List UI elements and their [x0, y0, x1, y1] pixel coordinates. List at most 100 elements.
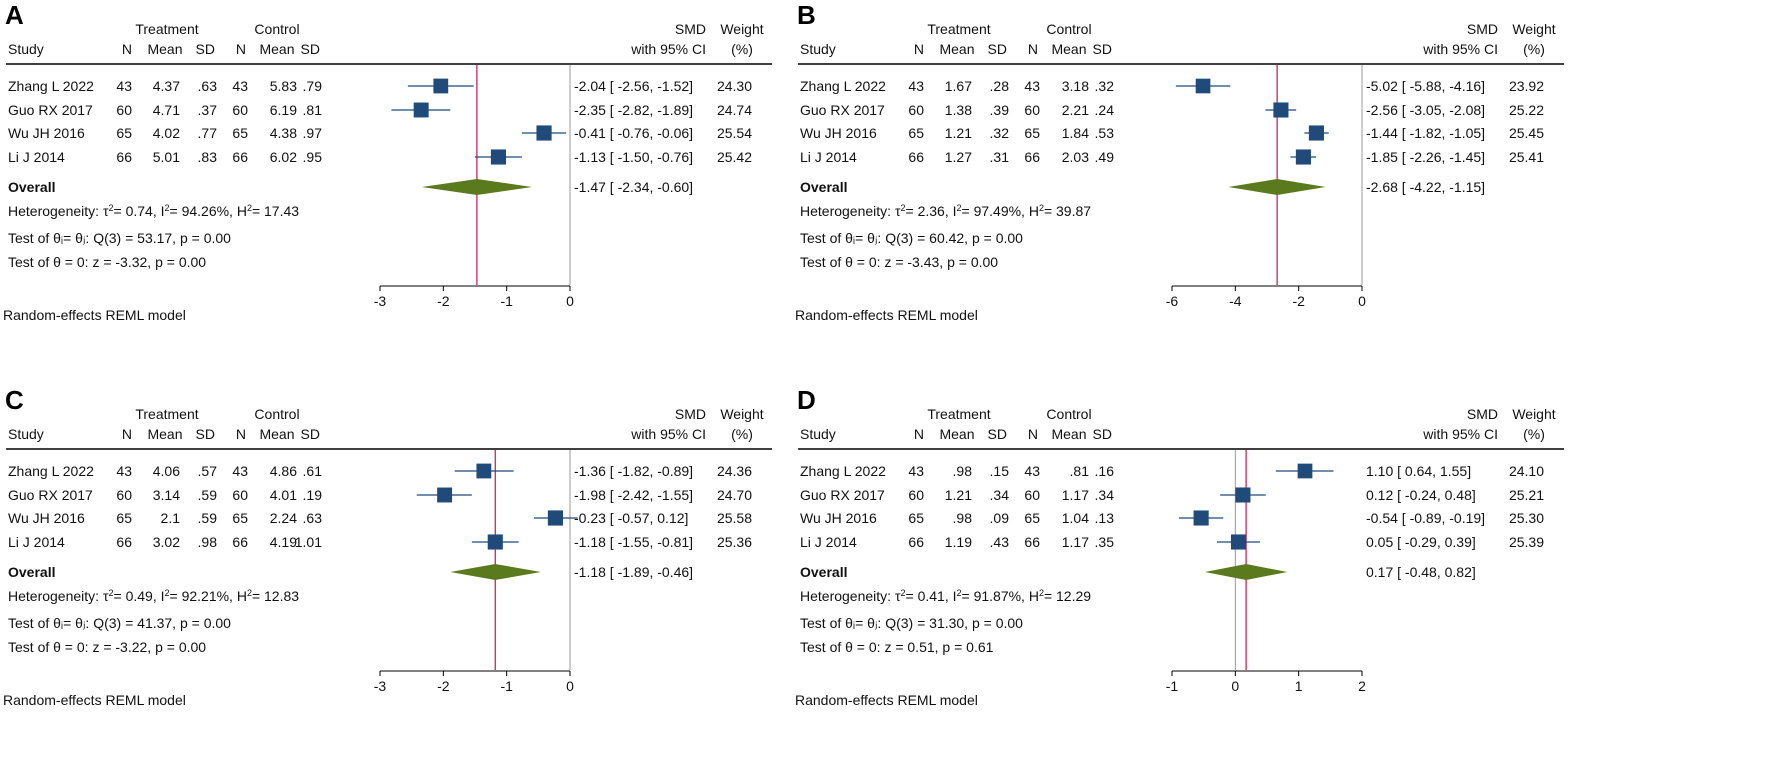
study-name: Li J 2014 [8, 534, 65, 550]
superscript: 2 [108, 588, 113, 598]
header-mean-treatment: Mean [939, 426, 974, 442]
smd-ci-text: -1.85 [ -2.26, -1.45] [1366, 149, 1485, 165]
header-weight: Weight [1512, 21, 1555, 37]
panel-label: C [5, 385, 24, 415]
header-sd-treatment: SD [988, 41, 1007, 57]
treatment-sd: .57 [198, 463, 218, 479]
treatment-sd: .28 [990, 78, 1010, 94]
header-control: Control [254, 406, 299, 422]
overall-ci-text: 0.17 [ -0.48, 0.82] [1366, 564, 1476, 580]
treatment-n: 65 [908, 510, 924, 526]
test-overall-text: Test of θ = 0: z = -3.32, p = 0.00 [8, 254, 206, 270]
treatment-mean: 1.21 [945, 487, 972, 503]
treatment-n: 66 [116, 534, 132, 550]
treatment-n: 66 [116, 149, 132, 165]
control-mean: 1.84 [1062, 125, 1089, 141]
heterogeneity-part: = 39.87 [1044, 203, 1091, 219]
weight-value: 24.70 [717, 487, 752, 503]
header-weight: Weight [720, 406, 763, 422]
smd-ci-text: 0.12 [ -0.24, 0.48] [1366, 487, 1476, 503]
study-name: Wu JH 2016 [8, 510, 85, 526]
header-n-control: N [1028, 41, 1038, 57]
effect-marker [476, 463, 492, 479]
study-name: Li J 2014 [800, 534, 857, 550]
header-ci: with 95% CI [1422, 41, 1498, 57]
model-note: Random-effects REML model [795, 692, 978, 708]
effect-marker [1230, 534, 1247, 550]
x-tick-label: 0 [1358, 293, 1366, 309]
overall-ci-text: -1.18 [ -1.89, -0.46] [574, 564, 693, 580]
overall-diamond [450, 564, 541, 580]
treatment-mean: 3.14 [153, 487, 180, 503]
header-mean-control: Mean [259, 41, 294, 57]
control-n: 43 [1024, 463, 1040, 479]
weight-value: 25.54 [717, 125, 752, 141]
header-study: Study [800, 426, 836, 442]
effect-marker [1308, 125, 1324, 141]
header-control: Control [254, 21, 299, 37]
header-mean-treatment: Mean [147, 41, 182, 57]
header-mean-treatment: Mean [939, 41, 974, 57]
header-study: Study [8, 41, 44, 57]
superscript: 2 [900, 588, 905, 598]
study-name: Guo RX 2017 [8, 102, 93, 118]
heterogeneity-text: Heterogeneity: τ2= 0.49, I2= 92.21%, H2=… [8, 588, 299, 604]
header-n-treatment: N [914, 426, 924, 442]
overall-label: Overall [800, 564, 847, 580]
smd-ci-text: 0.05 [ -0.29, 0.39] [1366, 534, 1476, 550]
effect-marker [487, 534, 503, 550]
control-n: 60 [232, 102, 248, 118]
heterogeneity-text: Heterogeneity: τ2= 0.41, I2= 91.87%, H2=… [800, 588, 1091, 604]
heterogeneity-part: = 94.26%, H [170, 203, 247, 219]
header-weight-unit: (%) [731, 41, 753, 57]
test-heterogeneity-text: Test of θᵢ= θⱼ: Q(3) = 31.30, p = 0.00 [800, 615, 1023, 631]
control-mean: 2.24 [270, 510, 297, 526]
overall-ci-text: -2.68 [ -4.22, -1.15] [1366, 179, 1485, 195]
model-note: Random-effects REML model [3, 692, 186, 708]
weight-value: 25.58 [717, 510, 752, 526]
control-n: 66 [1024, 149, 1040, 165]
heterogeneity-text: Heterogeneity: τ2= 2.36, I2= 97.49%, H2=… [800, 203, 1091, 219]
heterogeneity-text: Heterogeneity: τ2= 0.74, I2= 94.26%, H2=… [8, 203, 299, 219]
control-mean: 3.18 [1062, 78, 1089, 94]
study-row: Guo RX 2017 60 1.38 .39 60 2.21 .24 -2.56 [ -3.… [800, 102, 1544, 118]
model-note: Random-effects REML model [795, 307, 978, 323]
control-n: 65 [1024, 510, 1040, 526]
smd-ci-text: -1.36 [ -1.82, -0.89] [574, 463, 693, 479]
header-smd: SMD [675, 21, 706, 37]
control-sd: .63 [303, 510, 323, 526]
treatment-n: 60 [116, 102, 132, 118]
control-mean: 4.86 [270, 463, 297, 479]
header-weight-unit: (%) [1523, 426, 1545, 442]
control-n: 60 [1024, 102, 1040, 118]
weight-value: 25.36 [717, 534, 752, 550]
control-sd: .35 [1095, 534, 1115, 550]
heterogeneity-part: = 0.49, I [114, 588, 165, 604]
superscript: 2 [247, 588, 252, 598]
study-row: Zhang L 2022 43 .98 .15 43 .81 .16 1.10 [ 0.64,… [800, 463, 1544, 479]
overall-diamond [1228, 179, 1326, 195]
treatment-n: 60 [116, 487, 132, 503]
study-name: Guo RX 2017 [800, 487, 885, 503]
treatment-sd: .43 [990, 534, 1010, 550]
control-sd: .34 [1095, 487, 1115, 503]
control-sd: .61 [303, 463, 323, 479]
control-n: 66 [1024, 534, 1040, 550]
control-n: 43 [232, 78, 248, 94]
control-mean: 2.03 [1062, 149, 1089, 165]
effect-marker [1273, 102, 1289, 118]
smd-ci-text: -1.18 [ -1.55, -0.81] [574, 534, 693, 550]
control-mean: 4.38 [270, 125, 297, 141]
treatment-sd: .31 [990, 149, 1010, 165]
heterogeneity-part: = 91.87%, H [962, 588, 1039, 604]
smd-ci-text: -2.56 [ -3.05, -2.08] [1366, 102, 1485, 118]
study-row: Li J 2014 66 1.19 .43 66 1.17 .35 0.05 [ -0.29,… [800, 534, 1544, 550]
superscript: 2 [108, 203, 113, 213]
weight-value: 23.92 [1509, 78, 1544, 94]
effect-marker [1295, 149, 1311, 165]
header-sd-treatment: SD [196, 41, 215, 57]
weight-value: 25.39 [1509, 534, 1544, 550]
x-tick-label: -3 [374, 293, 387, 309]
smd-ci-text: 1.10 [ 0.64, 1.55] [1366, 463, 1471, 479]
treatment-mean: 3.02 [153, 534, 180, 550]
